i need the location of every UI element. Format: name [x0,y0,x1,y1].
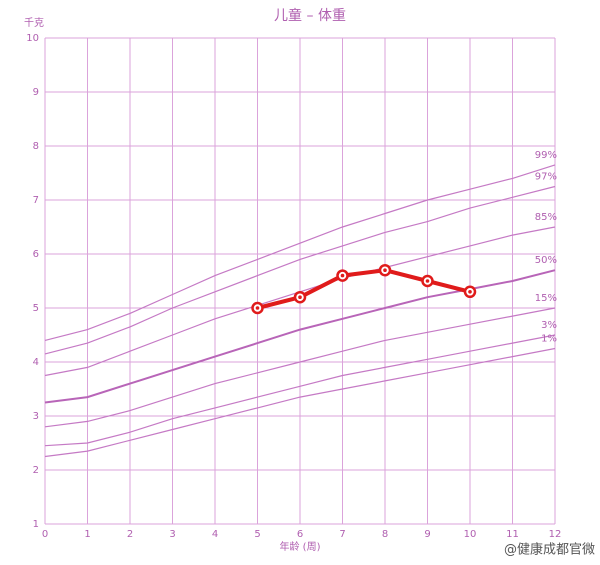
x-tick-label: 1 [84,529,90,540]
x-tick-label: 8 [382,529,388,540]
percentile-line [44,307,556,428]
series-label: 15% [535,293,557,304]
y-tick-label: 10 [26,33,39,44]
measured-line [257,268,471,310]
y-tick-label: 7 [33,195,39,206]
series-label: 50% [535,255,557,266]
x-tick-label: 11 [506,529,519,540]
x-tick-label: 10 [464,529,477,540]
measured-point-dot [383,268,387,273]
measured-point-dot [298,295,302,300]
x-tick-label: 12 [549,529,562,540]
x-tick-label: 2 [127,529,133,540]
x-tick-label: 5 [254,529,260,540]
y-tick-label: 1 [33,519,39,530]
percentile-line [44,164,556,341]
y-tick-label: 3 [33,411,39,422]
series-label: 85% [535,212,557,223]
x-tick-label: 4 [212,529,218,540]
chart-title: 儿童 – 体重 [274,7,346,24]
series-label: 97% [535,172,557,183]
x-axis-label: 年龄 (周) [280,540,321,553]
y-tick-label: 4 [33,357,39,368]
x-tick-label: 7 [339,529,345,540]
x-tick-label: 9 [424,529,430,540]
measured-point-dot [468,290,472,294]
percentile-line [44,347,556,458]
measured-point-dot [340,273,345,278]
y-tick-label: 8 [33,141,39,152]
series-label: 3% [541,320,557,331]
series-label: 99% [535,150,557,161]
x-tick-label: 3 [169,529,175,540]
series-label: 1% [541,334,557,345]
y-tick-label: 5 [33,303,39,314]
watermark: @健康成都官微 [504,542,595,558]
y-tick-label: 2 [33,465,39,476]
y-tick-label: 6 [33,249,39,260]
measured-point-dot [255,306,260,310]
x-tick-label: 6 [297,529,303,540]
y-axis-label: 千克 [24,17,44,29]
y-tick-label: 9 [33,87,39,98]
x-tick-label: 0 [42,529,48,540]
measured-point-dot [425,279,430,283]
percentile-line [44,334,556,447]
percentile-line [44,185,556,355]
